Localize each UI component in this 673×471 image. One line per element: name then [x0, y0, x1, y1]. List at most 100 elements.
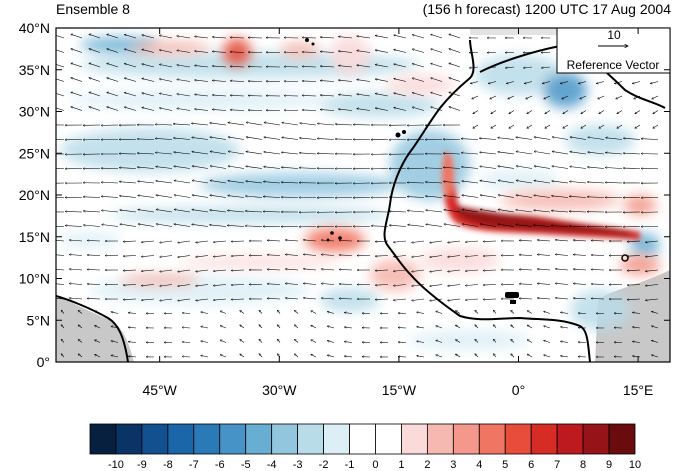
lon-label: 45°W: [142, 382, 177, 398]
wind-vector: [317, 153, 335, 154]
wind-vector: [605, 182, 623, 183]
wind-vector: [259, 325, 263, 329]
wind-vector: [338, 80, 353, 82]
colorbar-label: -9: [137, 459, 147, 471]
colorbar-swatch: [323, 423, 350, 455]
wind-vector: [393, 240, 407, 242]
wind-vector: [192, 152, 209, 155]
colorbar-label: -7: [189, 459, 199, 471]
wind-vector: [599, 124, 605, 128]
wind-vector: [178, 255, 191, 258]
wind-vector: [302, 66, 317, 67]
wind-vector: [455, 311, 461, 314]
wind-vector: [627, 299, 641, 300]
wind-vector: [227, 225, 245, 227]
wind-vector: [128, 313, 137, 314]
wind-vector: [393, 298, 407, 300]
wind-vector: [394, 50, 407, 53]
wind-vector: [508, 95, 515, 99]
wind-vector: [311, 354, 317, 358]
wind-vector: [516, 180, 533, 184]
wind-vector: [560, 356, 569, 357]
wind-vector: [443, 153, 461, 154]
wind-vector: [123, 256, 137, 257]
wind-vector: [89, 63, 101, 68]
wind-vector: [107, 92, 119, 97]
wind-vector: [344, 313, 353, 314]
wind-vector: [461, 139, 479, 140]
wind-vector: [357, 109, 371, 111]
wind-vector: [87, 298, 101, 299]
wind-vector: [56, 64, 65, 68]
wind-vector: [573, 240, 587, 241]
wind-vector: [281, 152, 299, 155]
wind-vector: [101, 210, 119, 213]
colorbar-label: -6: [215, 459, 225, 471]
wind-vector: [220, 340, 227, 343]
colorbar-swatch: [426, 423, 454, 455]
wind-vector: [498, 195, 515, 198]
wind-vector: [285, 240, 299, 241]
lat-axis: 40°N 35°N 30°N 25°N 20°N 15°N 10°N 5°N 0°: [19, 20, 670, 370]
wind-vector: [516, 210, 533, 213]
wind-vector: [89, 34, 101, 39]
wind-vector: [344, 327, 353, 328]
wind-vector: [449, 63, 461, 68]
wind-vector: [246, 122, 263, 126]
wind-vector: [527, 110, 533, 114]
colorbar-swatch: [452, 423, 480, 455]
wind-vector: [155, 153, 173, 155]
wind-vector: [159, 93, 173, 97]
wind-vector: [444, 210, 461, 213]
wind-vector: [573, 298, 587, 299]
colorbar: -10 -9 -8 -7 -6 -5 -4 -3 -2 -1 0 1 2 3 4 5 6 7 8 9 10: [89, 423, 641, 471]
valid-datetime: 1200 UTC 17 Aug 2004: [524, 1, 671, 17]
wind-vector: [182, 327, 191, 328]
wind-vector: [524, 81, 533, 84]
wind-vector: [123, 299, 137, 300]
wind-vector: [94, 325, 101, 329]
wind-vector: [201, 327, 209, 329]
wind-vector: [491, 110, 497, 114]
wind-vector: [447, 284, 461, 287]
wind-vector: [493, 354, 497, 358]
wind-vector: [320, 66, 335, 67]
wind-vector: [534, 137, 551, 140]
wind-vector: [78, 310, 83, 314]
wind-vector: [605, 138, 623, 140]
wind-vector: [627, 256, 641, 257]
colorbar-label: -4: [267, 459, 277, 471]
wind-vector: [56, 78, 65, 82]
wind-vector: [159, 35, 173, 39]
wind-vector: [339, 269, 353, 270]
wind-vector: [357, 80, 371, 82]
wind-vector: [213, 269, 227, 271]
wind-vector: [124, 64, 137, 68]
wind-vector: [447, 255, 461, 258]
wind-vector: [357, 65, 371, 68]
wind-vector: [455, 354, 461, 358]
wind-vector: [560, 327, 569, 328]
wind-vector: [516, 225, 533, 227]
wind-vector: [267, 269, 281, 270]
wind-vector: [617, 124, 623, 128]
wind-vector: [124, 35, 137, 39]
wind-vector: [417, 327, 425, 329]
wind-vector: [263, 211, 281, 212]
colorbar-label: -3: [293, 459, 303, 471]
wind-vector: [431, 49, 443, 53]
wind-vector: [220, 326, 227, 329]
wind-vector: [506, 81, 515, 84]
wind-vector: [182, 313, 191, 314]
wind-vector: [102, 225, 119, 227]
wind-vector: [462, 209, 479, 213]
wind-vector: [375, 256, 389, 257]
wind-vector: [246, 166, 263, 169]
wind-vector: [587, 167, 605, 169]
wind-vector: [71, 63, 83, 68]
wind-vector: [394, 64, 407, 68]
wind-vector: [552, 137, 569, 140]
wind-vector: [544, 95, 551, 99]
wind-vector: [231, 241, 245, 242]
wind-vector: [259, 354, 263, 358]
